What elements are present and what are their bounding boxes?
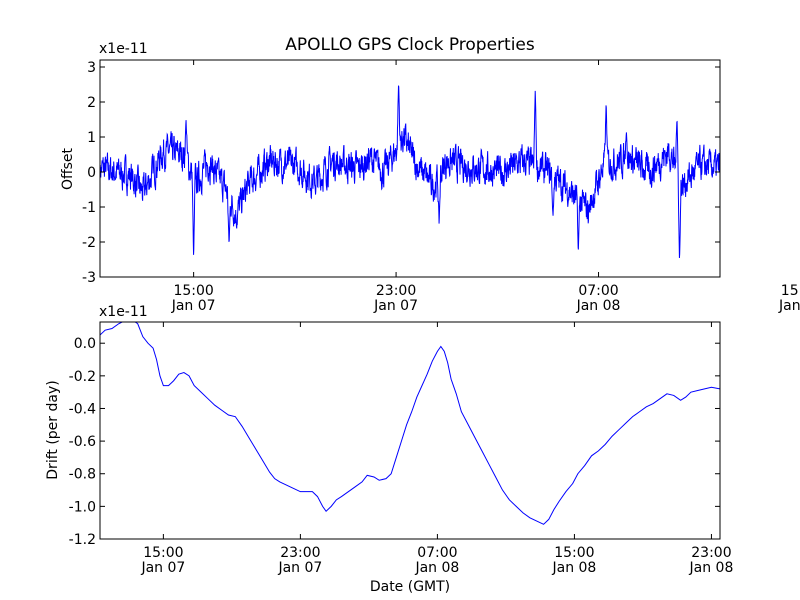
drift-xtick-time: 15:00 — [143, 545, 183, 561]
offset-ytick-label: -2 — [82, 235, 96, 251]
offset-panel: APOLLO GPS Clock Properties x1e-11 Offse… — [60, 35, 800, 314]
drift-ytick-label: -0.8 — [69, 467, 96, 483]
drift-series-line — [100, 322, 720, 525]
offset-ytick-label: 1 — [87, 130, 96, 146]
drift-xtick-date: Jan 07 — [277, 560, 322, 576]
offset-xtick-time: 15:00 — [173, 283, 213, 299]
drift-xtick-date: Jan 08 — [414, 560, 459, 576]
chart-title: APOLLO GPS Clock Properties — [285, 35, 535, 55]
drift-ytick-label: -0.6 — [69, 434, 96, 450]
drift-ytick-label: -0.4 — [69, 401, 96, 417]
offset-xtick-time: 15:00 — [781, 283, 800, 299]
x-axis-label: Date (GMT) — [370, 579, 450, 595]
drift-xtick-date: Jan 08 — [689, 560, 734, 576]
drift-xtick-time: 15:00 — [554, 545, 594, 561]
drift-xtick-time: 07:00 — [417, 545, 457, 561]
drift-xtick-time: 23:00 — [280, 545, 320, 561]
offset-plot-frame — [99, 59, 721, 278]
drift-ytick-label: -1.2 — [69, 532, 96, 548]
drift-ytick-label: -1.0 — [69, 499, 96, 515]
offset-xtick-date: Jan 07 — [171, 298, 216, 314]
offset-xtick-date: Jan 08 — [778, 298, 800, 314]
drift-xtick-time: 23:00 — [691, 545, 731, 561]
drift-xtick-date: Jan 07 — [140, 560, 185, 576]
offset-ytick-label: 0 — [87, 165, 96, 181]
drift-y-axis-label: Drift (per day) — [45, 380, 61, 479]
drift-multiplier-label: x1e-11 — [99, 304, 148, 320]
offset-xtick-time: 07:00 — [578, 283, 618, 299]
offset-ytick-label: 3 — [87, 60, 96, 76]
offset-xtick-time: 23:00 — [376, 283, 416, 299]
offset-series-line — [100, 85, 720, 258]
drift-xtick-date: Jan 08 — [551, 560, 596, 576]
offset-plot-clip — [100, 85, 720, 258]
offset-y-axis-label: Offset — [60, 147, 76, 190]
offset-ytick-label: -1 — [82, 200, 96, 216]
offset-multiplier-label: x1e-11 — [99, 41, 148, 57]
drift-ytick-label: 0.0 — [74, 336, 96, 352]
drift-plot-frame — [99, 321, 721, 540]
drift-ytick-label: -0.2 — [69, 369, 96, 385]
offset-ytick-label: -3 — [82, 270, 96, 286]
offset-ytick-label: 2 — [87, 95, 96, 111]
offset-xtick-date: Jan 08 — [576, 298, 621, 314]
drift-plot-clip — [100, 322, 720, 525]
offset-xtick-date: Jan 07 — [373, 298, 418, 314]
